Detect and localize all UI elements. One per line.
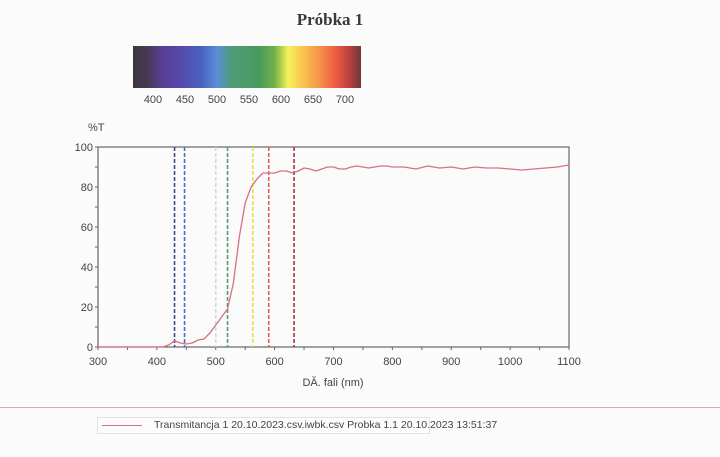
x-tick-label: 600	[265, 356, 283, 368]
x-tick-label: 1100	[557, 356, 581, 368]
spectrum-label: 650	[303, 94, 323, 106]
legend: Transmitancja 1 20.10.2023.csv.iwbk.csv …	[97, 417, 497, 434]
spectrum-label: 700	[335, 94, 355, 106]
legend-line-swatch	[102, 425, 142, 426]
transmittance-series-line	[98, 164, 570, 348]
x-tick-label: 800	[383, 356, 401, 368]
x-tick-label: 1000	[498, 356, 522, 368]
transmittance-chart: %T DĂ. fali (nm) 0 20 40 60 80 100 300 400 500 60…	[75, 122, 581, 389]
spectrum-label: 450	[175, 94, 195, 106]
spectrum-label: 550	[239, 94, 259, 106]
spectrum-label: 500	[207, 94, 227, 106]
divider	[0, 407, 720, 408]
spectrum-label: 600	[271, 94, 291, 106]
y-axis-label: %T	[88, 122, 105, 134]
x-tick-label: 300	[89, 356, 107, 368]
plot-frame	[97, 146, 570, 348]
y-tick-label: 60	[81, 222, 93, 234]
x-tick-label: 400	[148, 356, 166, 368]
spectrum-label: 400	[143, 94, 163, 106]
visible-spectrum-bar	[133, 46, 361, 88]
y-tick-label: 0	[87, 342, 93, 354]
y-tick-label: 100	[75, 142, 93, 154]
x-tick-label: 900	[442, 356, 460, 368]
x-tick-label: 500	[207, 356, 225, 368]
legend-entry: Transmitancja 1 20.10.2023.csv.iwbk.csv …	[154, 419, 498, 431]
y-tick-label: 40	[81, 262, 93, 274]
x-axis-label: DĂ. fali (nm)	[302, 376, 363, 389]
x-tick-label: 700	[324, 356, 342, 368]
page-title: Próbka 1	[296, 10, 364, 29]
y-tick-label: 20	[81, 302, 93, 314]
y-tick-label: 80	[81, 182, 93, 194]
